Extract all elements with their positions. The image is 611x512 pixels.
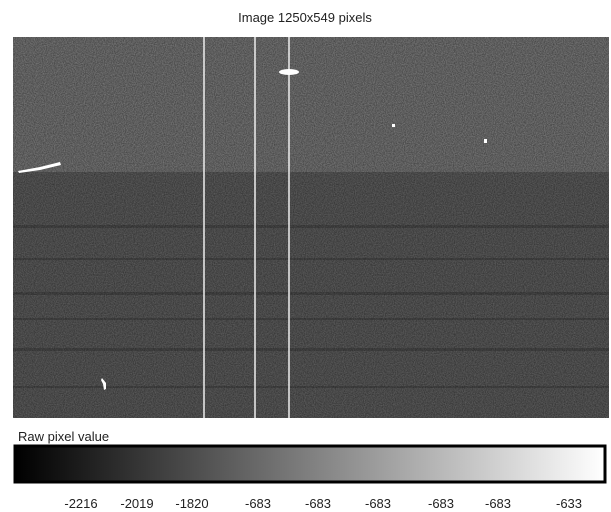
viewer: Image 1250x549 pixels Raw pixel value -2… (0, 0, 611, 512)
colorbar-tick-label: -2019 (120, 496, 153, 511)
colorbar-tick-label: -683 (428, 496, 454, 511)
colorbar-tick-label: -683 (305, 496, 331, 511)
colorbar (15, 446, 605, 482)
colorbar-ticks: -2216 -2019 -1820 -683 -683 -683 -683 -683 -633 (64, 496, 582, 511)
colorbar-tick-label: -633 (556, 496, 582, 511)
colorbar-tick-label: -1820 (175, 496, 208, 511)
image-title: Image 1250x549 pixels (238, 10, 372, 25)
image (13, 37, 609, 418)
colorbar-tick-label: -683 (485, 496, 511, 511)
colorbar-tick-label: -2216 (64, 496, 97, 511)
colorbar-label: Raw pixel value (18, 429, 109, 444)
colorbar-tick-label: -683 (365, 496, 391, 511)
colorbar-tick-label: -683 (245, 496, 271, 511)
